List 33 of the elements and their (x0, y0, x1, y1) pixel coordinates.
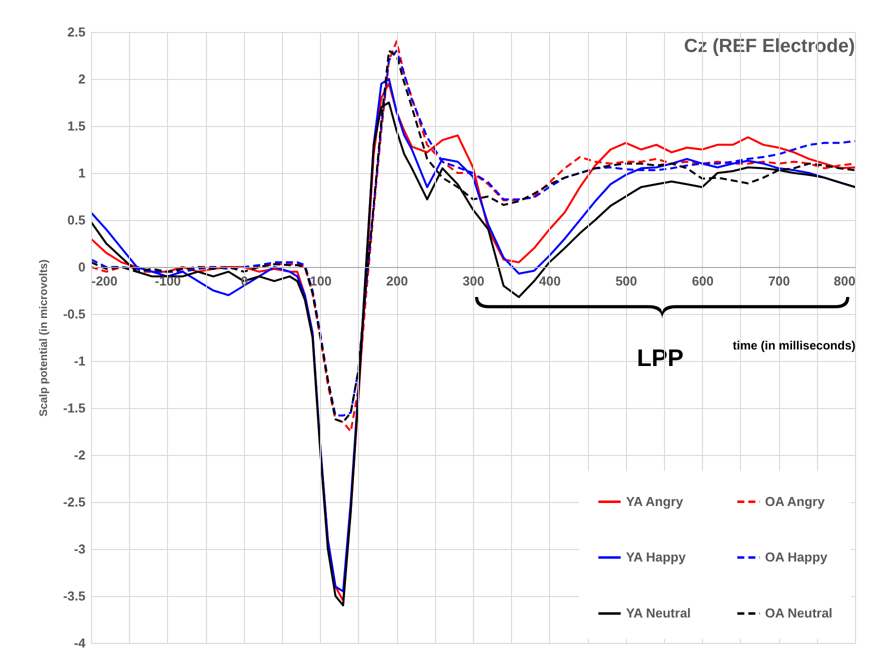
y-axis-title: Scalp potential (in microvolts) (38, 259, 50, 417)
y-tick-label: 2 (78, 72, 86, 86)
y-tick-label: -1.5 (63, 400, 86, 416)
legend-label: OA Neutral (765, 606, 832, 620)
annotation: LPP (636, 344, 684, 372)
y-tick-label: -2 (74, 448, 86, 462)
x-tick-label: 500 (615, 274, 638, 288)
y-tick-label: 1 (78, 166, 86, 180)
x-tick-label: -100 (154, 274, 181, 288)
y-tick-label: 0.5 (67, 212, 86, 228)
x-tick-label: 800 (834, 274, 856, 288)
y-tick-label: -2.5 (63, 494, 86, 510)
legend-label: OA Happy (765, 550, 828, 564)
x-tick-label: 200 (386, 274, 408, 288)
x-axis-title: time (in milliseconds) (732, 338, 856, 352)
y-tick-label: -3 (74, 542, 86, 556)
y-tick-label: -1 (74, 354, 86, 368)
legend-label: YA Happy (626, 550, 686, 564)
y-tick-label: 1.5 (67, 118, 86, 134)
legend-label: OA Angry (765, 494, 826, 509)
x-tick-label: 400 (539, 274, 561, 288)
x-tick-label: 700 (768, 274, 790, 288)
y-tick-label: -3.5 (63, 588, 86, 604)
x-tick-label: 300 (462, 274, 484, 288)
legend-label: YA Angry (626, 494, 684, 509)
y-tick-label: -0.5 (63, 306, 86, 322)
x-tick-label: 100 (310, 274, 332, 288)
y-tick-label: 2.5 (67, 24, 86, 40)
y-tick-label: -4 (74, 636, 86, 650)
y-tick-label: 0 (78, 260, 86, 274)
legend-label: YA Neutral (626, 606, 691, 620)
x-tick-label: -200 (92, 274, 118, 288)
x-tick-label: 600 (692, 274, 714, 288)
